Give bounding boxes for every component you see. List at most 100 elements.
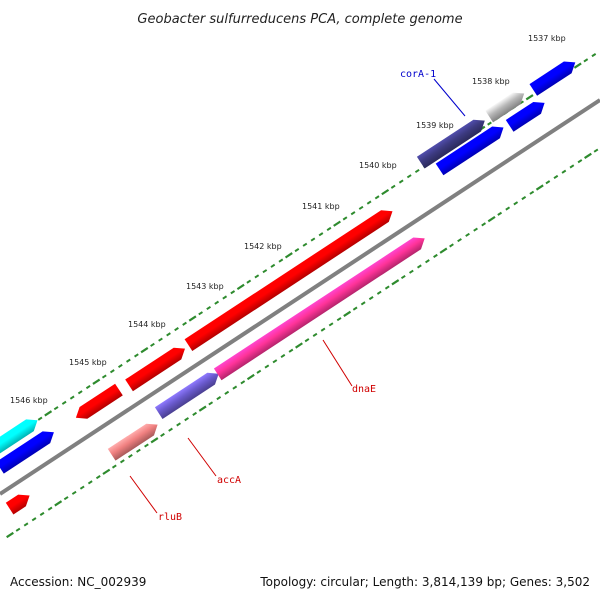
outer-tick: [230, 290, 236, 295]
outer-tick: [262, 269, 268, 274]
outer-tick: [188, 315, 197, 322]
outer-tick: [61, 400, 67, 405]
inner-tick: [425, 259, 430, 264]
tick-label-1537: 1537 kbp: [528, 34, 566, 43]
outer-tick: [101, 374, 107, 379]
outer-tick: [134, 353, 139, 358]
outer-tick: [406, 174, 412, 179]
outer-tick: [126, 358, 131, 363]
inner-tick: [54, 500, 63, 507]
gene-blue-1546[interactable]: [0, 431, 54, 474]
inner-tick: [264, 364, 270, 369]
inner-tick: [272, 359, 278, 364]
inner-tick: [23, 522, 29, 527]
outer-tick: [182, 321, 187, 326]
inner-tick: [111, 464, 117, 469]
inner-tick: [336, 317, 342, 322]
accession-text: Accession: NC_002939: [10, 575, 146, 589]
inner-tick: [295, 342, 303, 349]
inner-tick: [553, 174, 559, 180]
outer-tick: [140, 347, 149, 354]
gene-corA1[interactable]: [416, 119, 485, 169]
gene-rluB[interactable]: [107, 423, 158, 461]
inner-tick: [465, 232, 470, 237]
outer-tick: [326, 226, 332, 231]
inner-tick: [71, 490, 77, 495]
inner-tick: [79, 485, 85, 490]
tick-label-1544: 1544 kbp: [128, 320, 166, 329]
inner-tick: [343, 310, 352, 317]
inner-tick: [535, 184, 544, 191]
outer-tick: [294, 247, 300, 253]
outer-tick: [109, 369, 115, 374]
outer-tick: [358, 205, 364, 210]
outer-tick: [92, 378, 101, 385]
inner-tick: [224, 390, 230, 395]
outer-tick: [206, 305, 212, 311]
outer-tick: [246, 279, 252, 284]
inner-tick: [198, 405, 207, 412]
inner-tick: [47, 506, 53, 511]
gene-blue-1538[interactable]: [505, 102, 545, 132]
inner-tick: [119, 459, 125, 464]
inner-tick: [391, 279, 400, 286]
outer-tick: [44, 410, 53, 417]
dnaE-leader-line: [322, 339, 353, 387]
outer-tick: [398, 179, 404, 184]
outer-tick: [390, 184, 396, 189]
tick-label-1538: 1538 kbp: [472, 77, 510, 86]
corA1-leader-line: [433, 78, 466, 117]
inner-tick: [128, 453, 133, 459]
gene-red-edge[interactable]: [5, 494, 30, 515]
inner-tick: [400, 274, 406, 280]
gene-dnaE[interactable]: [213, 237, 425, 381]
gene-red-1545[interactable]: [75, 383, 123, 419]
inner-tick: [529, 190, 535, 195]
gene-cyan-1546[interactable]: [0, 419, 38, 463]
inner-tick: [102, 468, 111, 475]
gene-gray-1538[interactable]: [485, 92, 525, 123]
outer-tick: [85, 384, 91, 390]
tick-label-1542: 1542 kbp: [244, 242, 282, 251]
outer-tick-row: [0, 53, 597, 447]
inner-tick: [561, 169, 567, 174]
inner-tick: [487, 215, 496, 223]
inner-tick: [408, 269, 414, 274]
outer-tick: [77, 390, 83, 395]
gene-features: [0, 61, 576, 515]
inner-tick: [577, 159, 583, 164]
inner-tick: [39, 511, 45, 516]
gene-red-1544[interactable]: [125, 347, 185, 392]
outer-tick: [254, 274, 260, 279]
gene-red-1543[interactable]: [184, 210, 393, 351]
outer-tick: [37, 416, 43, 421]
outer-tick: [174, 327, 179, 332]
inner-tick: [497, 211, 503, 216]
tick-label-1541: 1541 kbp: [302, 202, 340, 211]
inner-tick: [545, 180, 551, 185]
rluB-leader-line: [129, 475, 158, 514]
inner-tick: [368, 296, 374, 301]
inner-tick: [433, 253, 438, 258]
genome-backbone: [0, 98, 600, 496]
inner-tick: [6, 531, 14, 539]
inner-tick: [584, 152, 592, 160]
outer-tick: [487, 121, 492, 126]
map-title: Geobacter sulfurreducens PCA, complete g…: [137, 12, 462, 27]
outer-tick: [366, 200, 372, 205]
outer-tick: [342, 216, 348, 221]
outer-tick: [525, 94, 534, 101]
outer-tick: [166, 332, 171, 337]
inner-tick: [184, 417, 189, 422]
outer-tick: [374, 195, 380, 200]
gene-accA[interactable]: [154, 372, 219, 419]
inner-tick: [176, 422, 181, 427]
genome-summary-text: Topology: circular; Length: 3,814,139 bp…: [259, 575, 590, 589]
inner-tick: [63, 496, 69, 501]
gene-label-dnaE: dnaE: [352, 384, 376, 395]
outer-tick: [53, 406, 59, 411]
tick-label-1546: 1546 kbp: [10, 396, 48, 405]
gene-blue-1539[interactable]: [435, 126, 504, 176]
gene-blue-1537[interactable]: [529, 61, 576, 96]
inner-tick: [150, 437, 159, 444]
